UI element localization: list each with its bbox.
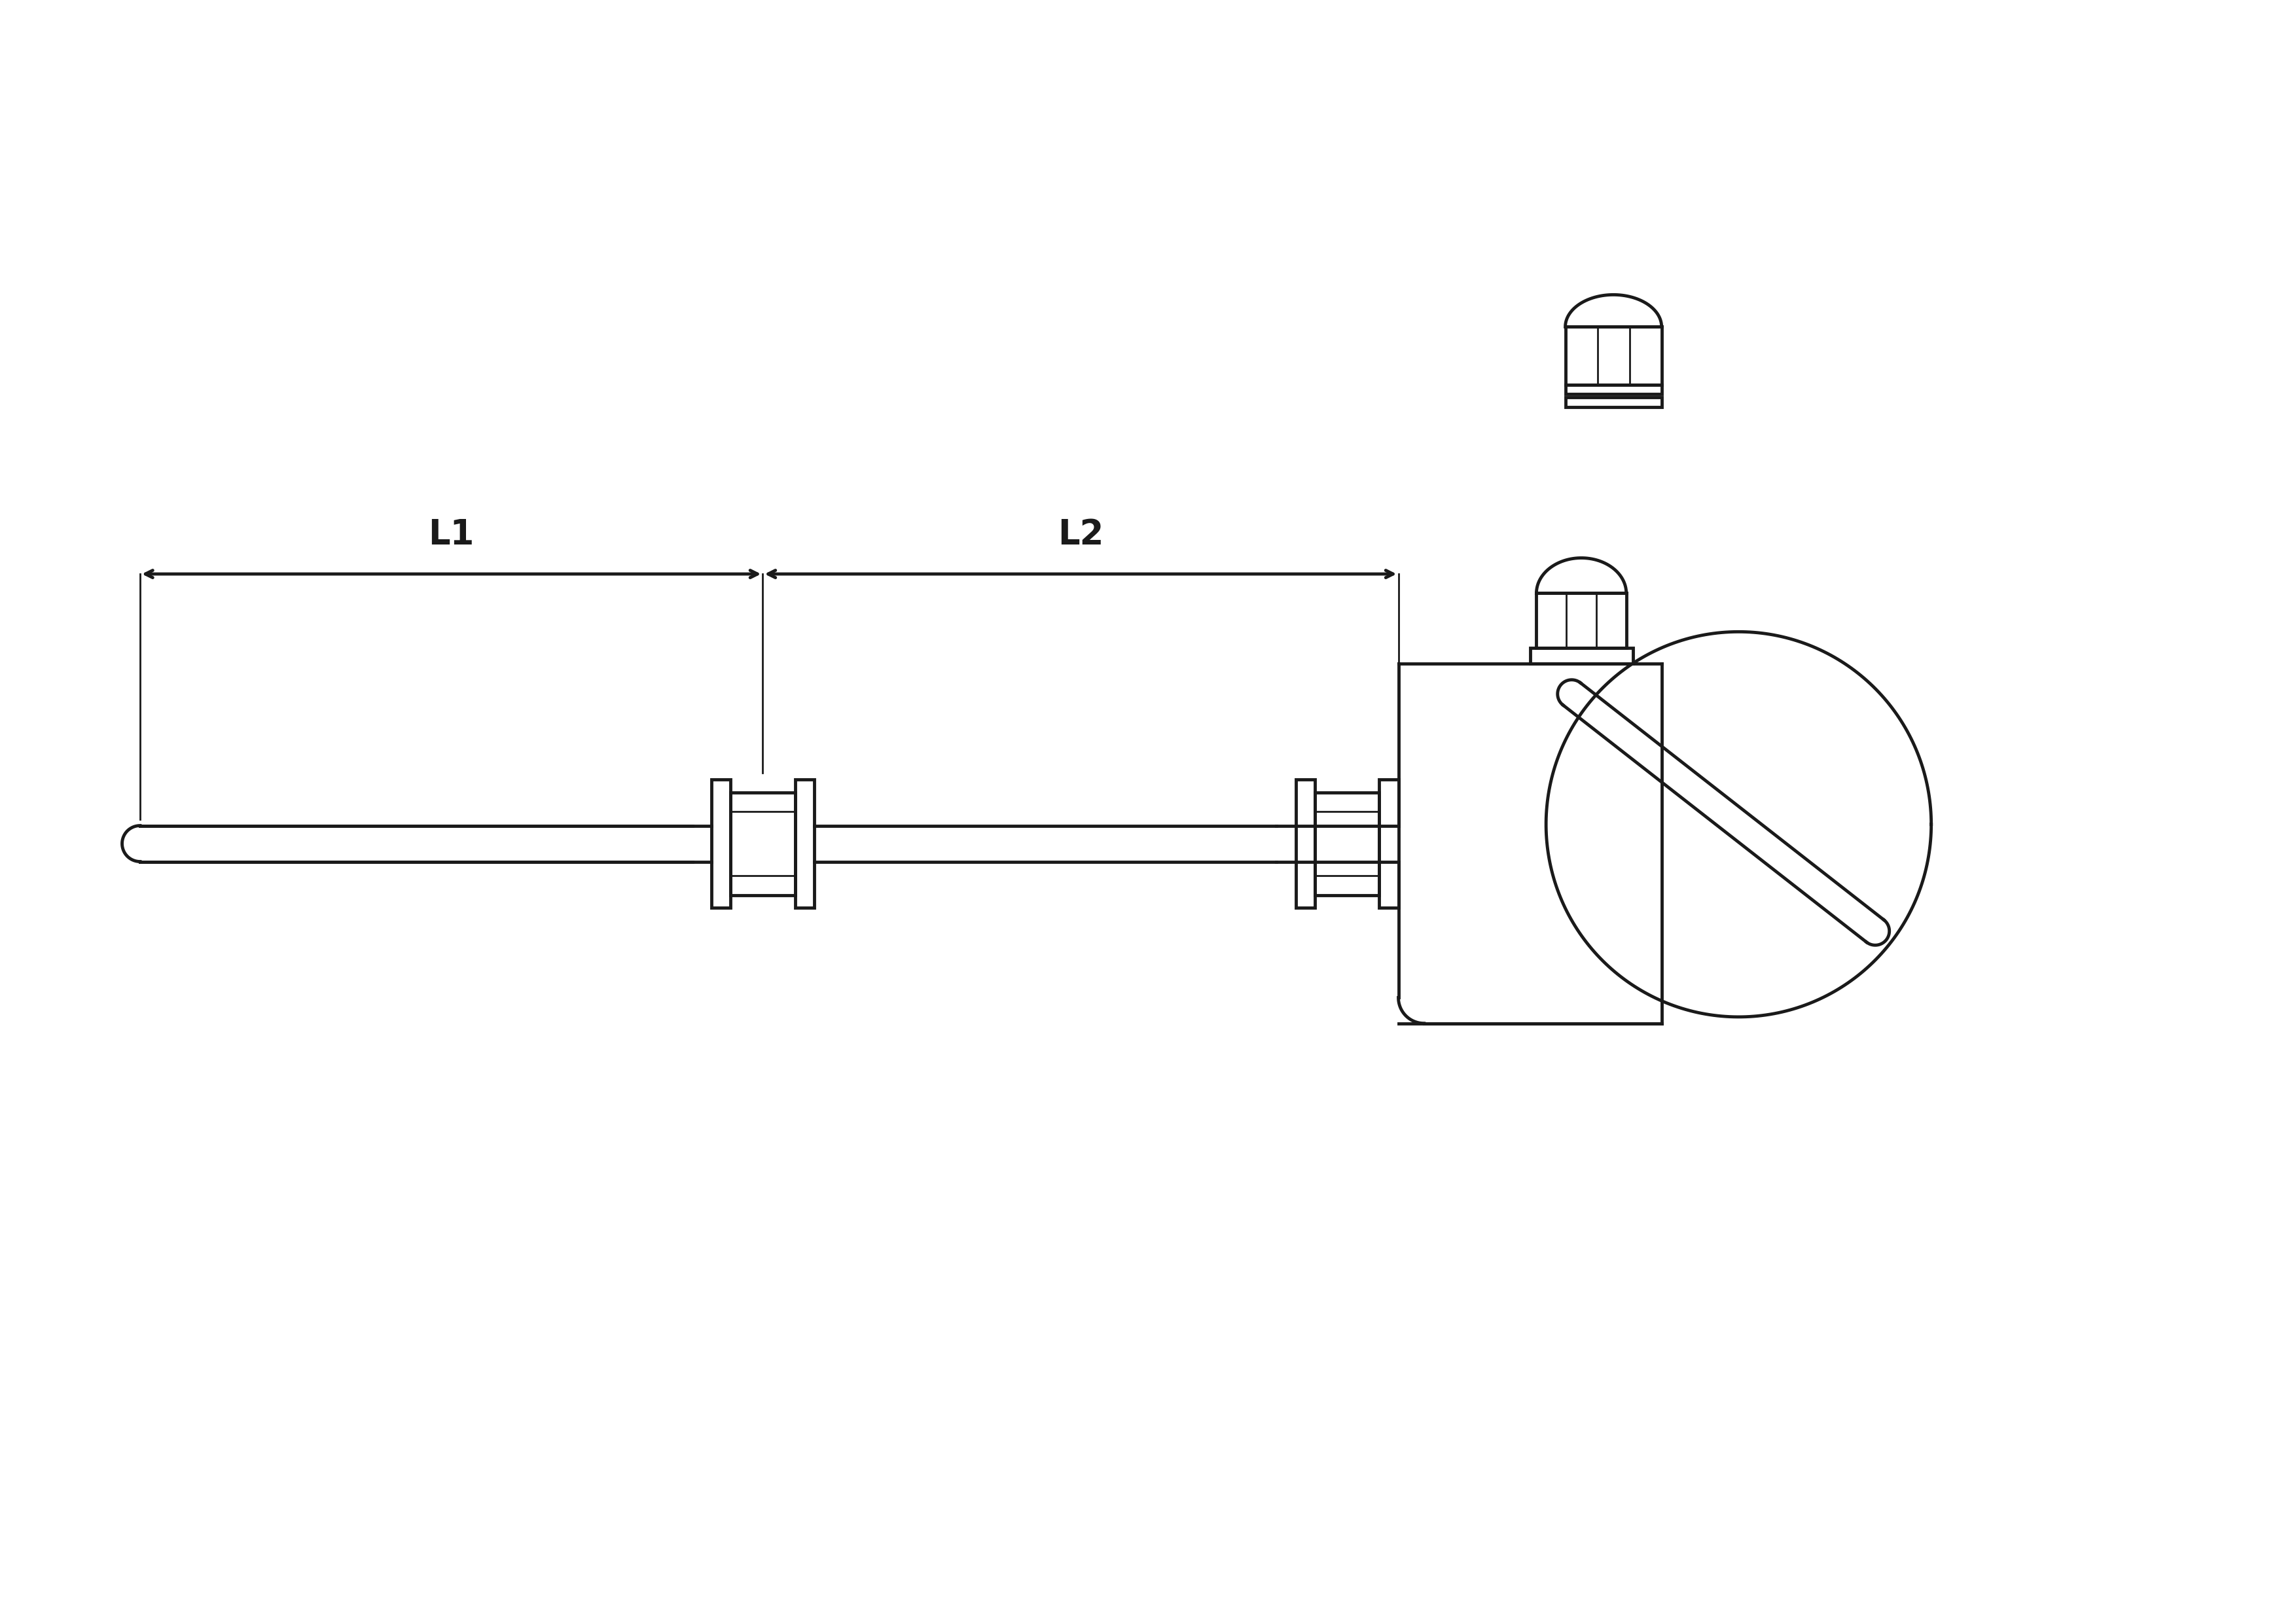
Bar	[1566, 326, 1662, 385]
Bar	[1566, 398, 1662, 407]
Bar	[1536, 594, 1626, 648]
Bar	[1380, 779, 1398, 907]
Bar	[1566, 385, 1662, 394]
Text: L1: L1	[429, 518, 475, 552]
Bar	[1316, 792, 1380, 894]
Text: L2: L2	[1058, 518, 1104, 552]
Bar	[1529, 648, 1632, 664]
Bar	[794, 779, 815, 907]
Bar	[1295, 779, 1316, 907]
Bar	[730, 792, 794, 894]
Bar	[712, 779, 730, 907]
